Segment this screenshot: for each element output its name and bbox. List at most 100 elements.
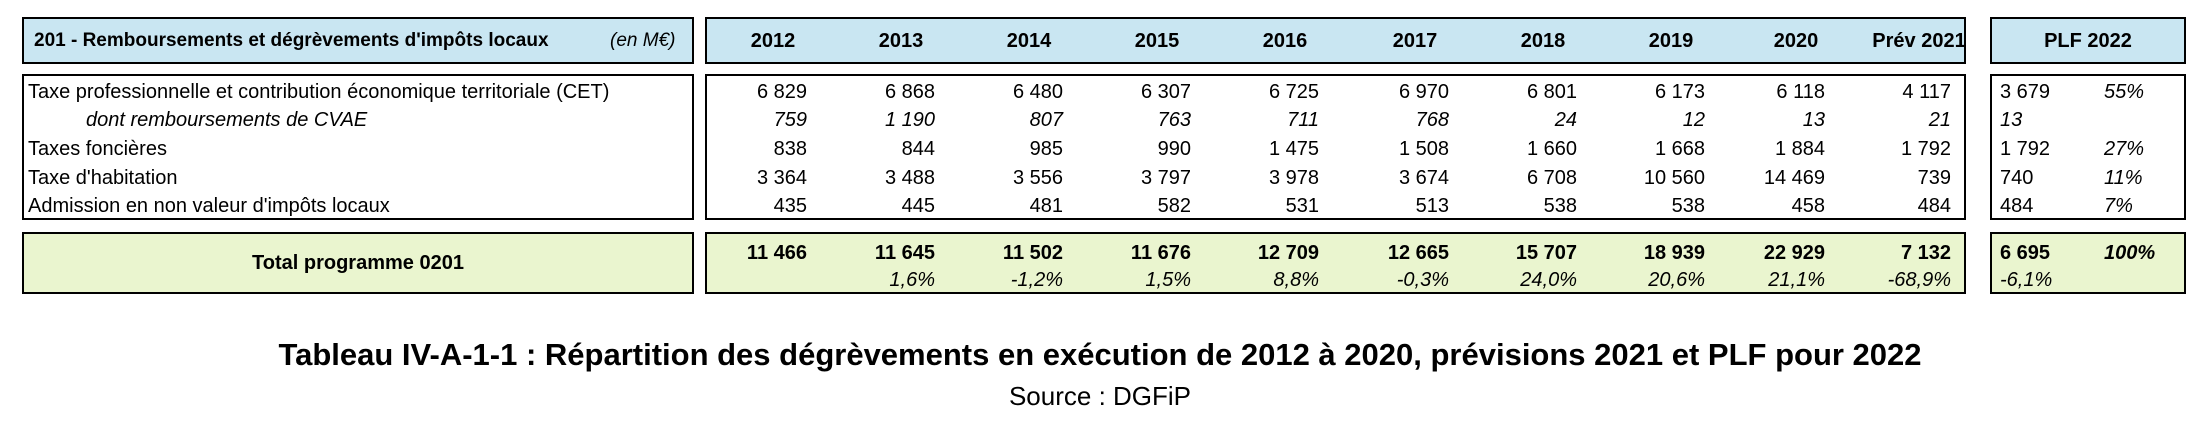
table-cell: 1 190: [884, 109, 935, 131]
table-cell: 435: [773, 195, 807, 217]
table-cell: 6 970: [1398, 81, 1449, 103]
total-cell: 11 676: [1130, 242, 1191, 264]
table-cell: 481: [1029, 195, 1063, 217]
plf-share: 55%: [2104, 81, 2145, 103]
table-cell: 6 118: [1776, 81, 1825, 103]
year-header: 2013: [878, 30, 924, 52]
year-header: 2020: [1773, 30, 1819, 52]
total-cell: 12 709: [1257, 242, 1319, 264]
growth-cell: 1,6%: [889, 269, 935, 291]
growth-cell: 24,0%: [1520, 269, 1577, 291]
table-cell: 24: [1554, 109, 1577, 131]
table-cell: 759: [773, 109, 807, 131]
total-plf-box: 6 695 100% -6,1%: [1990, 232, 2186, 294]
table-cell: 3 488: [884, 167, 935, 189]
year-header: 2014: [1006, 30, 1052, 52]
table-cell: 6 708: [1526, 167, 1577, 189]
total-cell: 18 939: [1643, 242, 1705, 264]
table-cell: 458: [1791, 195, 1825, 217]
table-cell: 12: [1682, 109, 1705, 131]
table-unit: (en M€): [610, 30, 676, 51]
year-header: Prév 2021: [1872, 30, 1966, 52]
growth-cell: -0,3%: [1396, 269, 1449, 291]
table-cell: 6 725: [1268, 81, 1319, 103]
plf-share: 27%: [2104, 138, 2145, 160]
table-cell: 6 173: [1654, 81, 1705, 103]
year-header: 2015: [1134, 30, 1180, 52]
table-cell: 582: [1157, 195, 1191, 217]
table-cell: 1 668: [1654, 138, 1705, 160]
row-label: Taxe professionnelle et contribution éco…: [28, 81, 610, 103]
table-cell: 6 829: [756, 81, 807, 103]
total-cell: 15 707: [1515, 242, 1577, 264]
total-label-box: Total programme 0201: [22, 232, 694, 294]
year-header: 2016: [1262, 30, 1308, 52]
table-cell: 6 480: [1012, 81, 1063, 103]
plf-share: 7%: [2104, 195, 2133, 217]
header-years-box: 2012 2013 2014 2015 2016 2017 2018 2019 2020 Prév…: [705, 17, 1966, 64]
total-cell: 11 645: [874, 242, 935, 264]
growth-cell: -1,2%: [1010, 269, 1063, 291]
table-cell: 990: [1157, 138, 1191, 160]
table-cell: 768: [1415, 109, 1449, 131]
table-cell: 6 801: [1526, 81, 1577, 103]
plf-cell: 484: [2000, 195, 2034, 217]
plf-header: PLF 2022: [2044, 30, 2132, 52]
table-cell: 513: [1415, 195, 1449, 217]
table-cell: 538: [1543, 195, 1577, 217]
table-cell: 21: [1928, 109, 1951, 131]
table-caption: Tableau IV-A-1-1 : Répartition des dégrè…: [278, 337, 1922, 372]
table-cell: 14 469: [1763, 167, 1825, 189]
growth-cell: 1,5%: [1145, 269, 1191, 291]
table-cell: 985: [1029, 138, 1063, 160]
table-cell: 1 884: [1774, 138, 1825, 160]
year-header: 2017: [1392, 30, 1438, 52]
table-cell: 739: [1917, 167, 1951, 189]
table-cell: 1 475: [1268, 138, 1319, 160]
header-plf-box: PLF 2022: [1990, 17, 2186, 64]
total-plf-growth: -6,1%: [2000, 269, 2053, 291]
total-values-box: 11 466 11 645 11 502 11 676 12 709 12 665 15 7…: [705, 232, 1966, 294]
plf-share: 11%: [2104, 167, 2143, 189]
table-cell: 6 307: [1140, 81, 1191, 103]
total-cell: 11 502: [1002, 242, 1063, 264]
total-cell: 12 665: [1387, 242, 1449, 264]
table-cell: 538: [1671, 195, 1705, 217]
table-cell: 3 364: [756, 167, 807, 189]
table-cell: 531: [1285, 195, 1319, 217]
total-cell: 22 929: [1763, 242, 1825, 264]
table-cell: 4 117: [1902, 81, 1951, 103]
growth-cell: -68,9%: [1887, 269, 1951, 291]
table-cell: 1 508: [1398, 138, 1449, 160]
growth-cell: 8,8%: [1273, 269, 1319, 291]
total-label: Total programme 0201: [252, 252, 464, 274]
row-label: Taxes foncières: [28, 138, 167, 160]
table-cell: 844: [901, 138, 935, 160]
table-cell: 3 674: [1398, 167, 1449, 189]
table-cell: 3 556: [1012, 167, 1063, 189]
table-title: 201 - Remboursements et dégrèvements d'i…: [34, 30, 549, 51]
table-cell: 3 797: [1140, 167, 1191, 189]
year-header: 2018: [1520, 30, 1566, 52]
year-header: 2012: [750, 30, 796, 52]
table-cell: 1 660: [1526, 138, 1577, 160]
growth-cell: 20,6%: [1648, 269, 1705, 291]
table-cell: 711: [1287, 109, 1319, 131]
header-label-box: 201 - Remboursements et dégrèvements d'i…: [22, 17, 694, 64]
body-label-box: Taxe professionnelle et contribution éco…: [22, 74, 694, 220]
table-cell: 763: [1157, 109, 1191, 131]
table-source: Source : DGFiP: [1008, 381, 1192, 411]
row-label: Taxe d'habitation: [28, 167, 178, 189]
plf-cell: 1 792: [2000, 138, 2051, 160]
table-cell: 10 560: [1643, 167, 1705, 189]
body-plf-box: 3 679 55% 13 1 792 27% 740 11% 484 7%: [1990, 74, 2186, 220]
total-cell: 7 132: [1900, 242, 1951, 264]
table-cell: 3 978: [1268, 167, 1319, 189]
row-sublabel: dont remboursements de CVAE: [86, 109, 368, 131]
body-values-box: 6 829 6 868 6 480 6 307 6 725 6 970 6 801 6 173…: [705, 74, 1966, 220]
row-label: Admission en non valeur d'impôts locaux: [28, 195, 390, 217]
table-cell: 484: [1917, 195, 1951, 217]
table-cell: 13: [1802, 109, 1825, 131]
table-cell: 1 792: [1900, 138, 1951, 160]
year-header: 2019: [1648, 30, 1694, 52]
